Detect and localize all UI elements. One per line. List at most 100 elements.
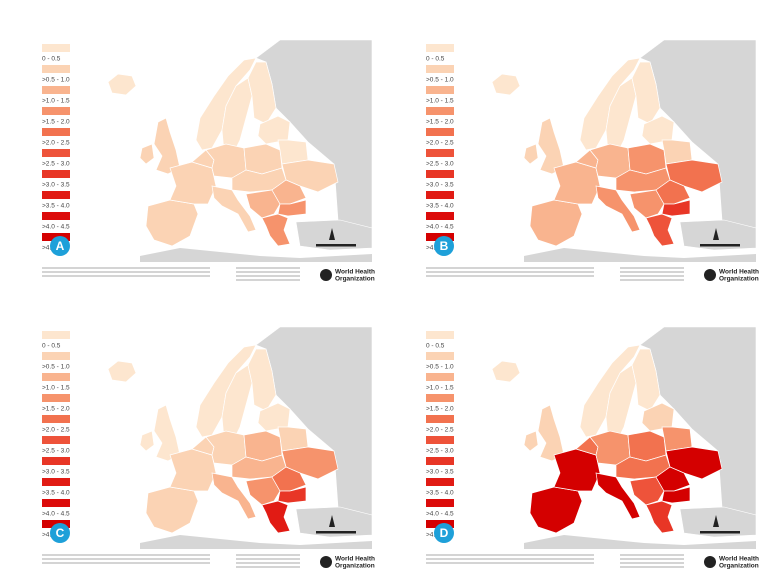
legend-swatch — [42, 478, 70, 486]
legend-swatch — [426, 478, 454, 486]
who-emblem — [704, 269, 716, 281]
legend-label: >4.5 — [42, 532, 55, 539]
land-turkey — [295, 219, 373, 251]
scale-bar — [316, 244, 356, 247]
legend-label: >1.0 - 1.5 — [426, 385, 454, 392]
north-arrow — [329, 515, 335, 527]
legend-label: >2.5 - 3.0 — [42, 161, 70, 168]
map-panel: 0 - 0.5 >0.5 - 1.0 >1.0 - 1.5 >1.5 - 2.0 >2.… — [42, 326, 375, 570]
legend-swatch — [426, 170, 454, 178]
legend-swatch — [42, 436, 70, 444]
who-name: Organization — [335, 563, 375, 570]
land-africa — [140, 535, 372, 549]
country-finland — [631, 61, 661, 125]
who-name: Organization — [719, 276, 759, 283]
country-finland — [247, 348, 277, 412]
legend-label: >4.0 - 4.5 — [42, 224, 70, 231]
country-iberia — [145, 486, 199, 534]
country-uk — [153, 404, 181, 462]
country-iberia — [529, 199, 583, 247]
who-emblem — [704, 556, 716, 568]
legend-label: >0.5 - 1.0 — [426, 77, 454, 84]
legend-swatch — [42, 415, 70, 423]
country-greece — [261, 500, 291, 534]
legend-label: >2.0 - 2.5 — [426, 140, 454, 147]
panel-letter: C — [56, 526, 65, 540]
legend-label: 0 - 0.5 — [426, 56, 445, 63]
black-sea — [686, 199, 718, 217]
legend-label: 0 - 0.5 — [42, 343, 61, 350]
legend-swatch — [426, 128, 454, 136]
legend-label: >3.5 - 4.0 — [42, 490, 70, 497]
north-arrow — [713, 515, 719, 527]
black-sea — [302, 199, 334, 217]
land-turkey — [679, 219, 757, 251]
who-name: Organization — [719, 563, 759, 570]
legend-label: >0.5 - 1.0 — [426, 364, 454, 371]
legend-swatch — [42, 86, 70, 94]
land-africa — [524, 248, 756, 262]
who-emblem — [320, 556, 332, 568]
country-ireland — [523, 430, 539, 452]
who-name: World Health — [719, 556, 759, 563]
legend-label: >2.0 - 2.5 — [42, 427, 70, 434]
legend-swatch — [42, 457, 70, 465]
legend-swatch — [426, 65, 454, 73]
legend-label: >3.0 - 3.5 — [426, 469, 454, 476]
legend-swatch — [426, 415, 454, 423]
land-turkey — [295, 506, 373, 538]
map-panel: 0 - 0.5 >0.5 - 1.0 >1.0 - 1.5 >1.5 - 2.0 >2.… — [426, 326, 759, 570]
country-iceland — [491, 73, 521, 96]
legend-swatch — [42, 331, 70, 339]
legend-label: >4.0 - 4.5 — [426, 224, 454, 231]
country-italy — [211, 185, 257, 233]
legend-swatch — [426, 352, 454, 360]
legend-label: >2.0 - 2.5 — [426, 427, 454, 434]
land-turkey — [679, 506, 757, 538]
legend-label: >4.5 — [426, 532, 439, 539]
map-panel: 0 - 0.5 >0.5 - 1.0 >1.0 - 1.5 >1.5 - 2.0 >2.… — [42, 39, 375, 283]
legend-label: >3.0 - 3.5 — [42, 469, 70, 476]
panel-badge — [50, 236, 70, 256]
scale-bar — [316, 531, 356, 534]
legend-label: >1.5 - 2.0 — [426, 119, 454, 126]
legend-swatch — [42, 65, 70, 73]
legend-label: >3.0 - 3.5 — [42, 182, 70, 189]
north-arrow — [329, 228, 335, 240]
who-emblem — [320, 269, 332, 281]
legend-swatch — [42, 352, 70, 360]
country-iceland — [107, 73, 137, 96]
country-greece — [645, 500, 675, 534]
legend-swatch — [426, 499, 454, 507]
legend-label: >1.0 - 1.5 — [42, 385, 70, 392]
country-uk — [537, 117, 565, 175]
country-iceland — [107, 360, 137, 383]
land-africa — [524, 535, 756, 549]
country-uk — [153, 117, 181, 175]
legend-label: 0 - 0.5 — [426, 343, 445, 350]
legend-label: >2.0 - 2.5 — [42, 140, 70, 147]
black-sea — [302, 486, 334, 504]
legend-label: >2.5 - 3.0 — [426, 448, 454, 455]
country-iberia — [529, 486, 583, 534]
map-panel: 0 - 0.5 >0.5 - 1.0 >1.0 - 1.5 >1.5 - 2.0 >2.… — [426, 39, 759, 283]
legend-label: >1.5 - 2.0 — [42, 406, 70, 413]
country-italy — [595, 472, 641, 520]
panel-letter: A — [56, 239, 65, 253]
legend-swatch — [42, 394, 70, 402]
legend-label: 0 - 0.5 — [42, 56, 61, 63]
legend-label: >4.0 - 4.5 — [42, 511, 70, 518]
country-ireland — [139, 143, 155, 165]
legend-swatch — [42, 373, 70, 381]
legend-swatch — [426, 191, 454, 199]
country-greece — [261, 213, 291, 247]
legend-label: >2.5 - 3.0 — [42, 448, 70, 455]
country-ireland — [523, 143, 539, 165]
country-iceland — [491, 360, 521, 383]
legend-swatch — [42, 128, 70, 136]
country-france — [553, 161, 601, 205]
who-name: World Health — [335, 269, 375, 276]
who-name: World Health — [335, 556, 375, 563]
legend-swatch — [426, 86, 454, 94]
